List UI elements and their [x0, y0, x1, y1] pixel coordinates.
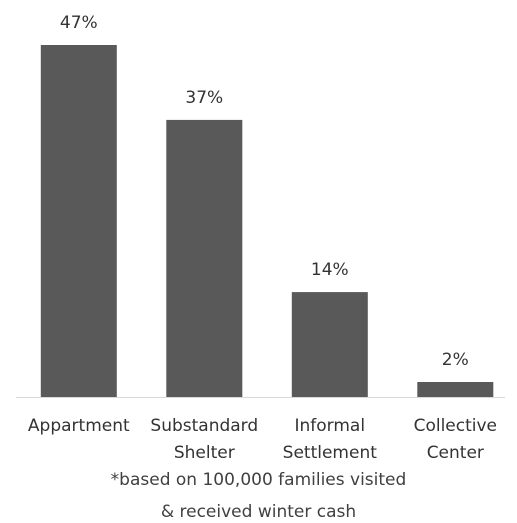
- footnote-line-1: *based on 100,000 families visited: [110, 470, 407, 490]
- category-label-2: Informal Settlement: [283, 416, 378, 463]
- category-label-line: Appartment: [28, 416, 130, 436]
- category-label-3: Collective Center: [414, 416, 497, 463]
- category-label-line: Settlement: [283, 443, 378, 463]
- bar-3: [417, 382, 494, 397]
- bar-2: [291, 292, 368, 397]
- value-label-2: 14%: [311, 260, 349, 280]
- category-label-line: Collective: [414, 416, 497, 436]
- category-label-1: Substandard Shelter: [150, 416, 258, 463]
- value-label-3: 2%: [442, 350, 469, 370]
- category-label-line: Center: [427, 443, 484, 463]
- value-labels-group: 47% 37% 14% 2%: [60, 13, 469, 370]
- category-labels-group: Appartment Substandard Shelter Informal Sett…: [28, 416, 497, 463]
- category-label-line: Shelter: [174, 443, 235, 463]
- value-label-1: 37%: [185, 88, 223, 108]
- value-label-0: 47%: [60, 13, 98, 33]
- category-label-line: Substandard: [150, 416, 258, 436]
- bar-1: [166, 119, 243, 398]
- bars-group: [40, 45, 494, 398]
- category-label-line: Informal: [295, 416, 366, 436]
- bar-0: [40, 45, 117, 397]
- footnote-line-2: & received winter cash: [160, 502, 357, 522]
- category-label-0: Appartment: [28, 416, 130, 436]
